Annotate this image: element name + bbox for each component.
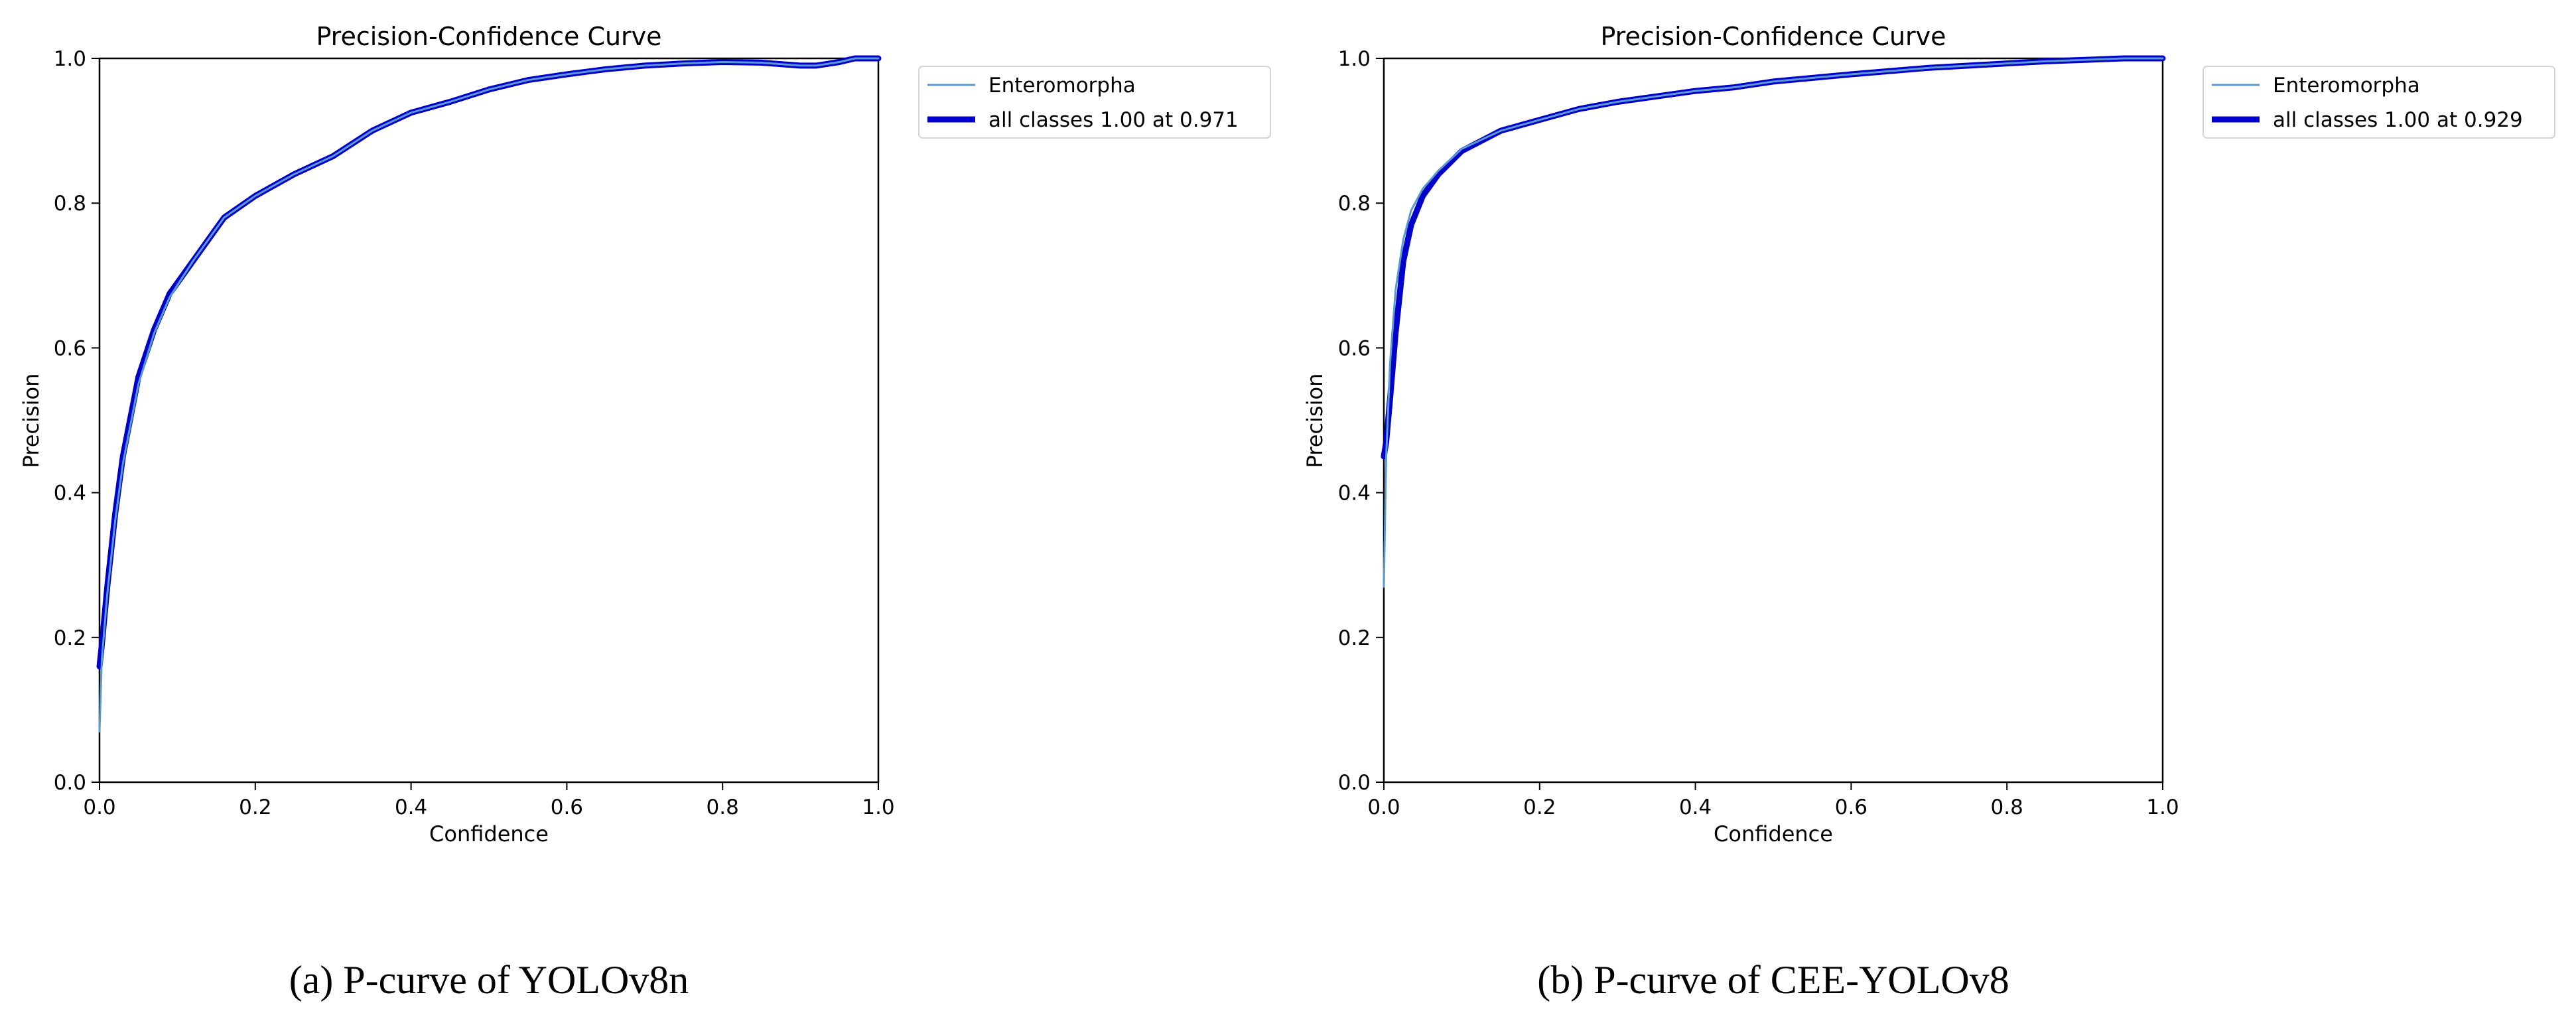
y-axis-label: Precision	[19, 374, 44, 468]
legend: Enteromorpha all classes 1.00 at 0.971	[918, 66, 1271, 139]
plot-area	[98, 57, 880, 784]
x-tick-label: 0.2	[239, 795, 271, 819]
figure-caption: (b) P-curve of CEE-YOLOv8	[1537, 958, 2009, 1002]
plot-area	[1383, 57, 2164, 784]
x-tick-label: 0.4	[395, 795, 427, 819]
y-tick-label: 0.0	[1338, 771, 1371, 795]
y-tick-label: 0.0	[54, 771, 86, 795]
y-tick-label: 1.0	[1338, 47, 1371, 71]
chart-panel-a: Precision-Confidence Curve 0.0 0.2 0.4 0.6 0…	[19, 22, 1271, 1002]
chart-title: Precision-Confidence Curve	[1600, 22, 1946, 51]
x-tick-label: 0.2	[1523, 795, 1556, 819]
legend: Enteromorpha all classes 1.00 at 0.929	[2203, 66, 2555, 139]
legend-box	[2203, 66, 2555, 139]
x-tick-label: 0.6	[1835, 795, 1867, 819]
axis-ticks: 0.0 0.2 0.4 0.6 0.8 1.0 0.0 0.2 0.4 0.6 0.8 1.0	[54, 47, 895, 819]
x-tick-label: 1.0	[2146, 795, 2179, 819]
y-tick-label: 0.8	[54, 192, 86, 216]
x-tick-label: 0.8	[707, 795, 739, 819]
x-tick-label: 0.0	[83, 795, 115, 819]
figure-caption: (a) P-curve of YOLOv8n	[289, 958, 689, 1002]
y-tick-label: 0.4	[54, 482, 86, 506]
series-line-enteromorpha	[98, 57, 880, 733]
plot-lines	[96, 55, 882, 733]
y-tick-label: 0.4	[1338, 482, 1371, 506]
legend-label-all-classes: all classes 1.00 at 0.929	[2273, 108, 2523, 132]
legend-label-all-classes: all classes 1.00 at 0.971	[988, 108, 1239, 132]
chart-panel-b: Precision-Confidence Curve 0.0 0.2 0.4 0.6 0…	[1302, 22, 2555, 1002]
x-tick-label: 0.6	[551, 795, 583, 819]
chart-title: Precision-Confidence Curve	[316, 22, 661, 51]
x-tick-label: 0.8	[1991, 795, 2023, 819]
legend-label-enteromorpha: Enteromorpha	[988, 74, 1136, 98]
plot-lines	[1381, 55, 2166, 588]
y-tick-label: 0.6	[54, 336, 86, 360]
x-axis-label: Confidence	[429, 821, 549, 847]
x-axis-label: Confidence	[1714, 821, 1833, 847]
series-line-enteromorpha	[1383, 57, 2164, 588]
x-tick-label: 0.0	[1367, 795, 1400, 819]
axis-ticks: 0.0 0.2 0.4 0.6 0.8 1.0 0.0 0.2 0.4 0.6 0.8 1.0	[1338, 47, 2179, 819]
y-axis-label: Precision	[1302, 374, 1327, 468]
x-tick-label: 1.0	[862, 795, 894, 819]
x-tick-label: 0.4	[1679, 795, 1712, 819]
y-tick-label: 0.2	[54, 626, 86, 650]
y-tick-label: 0.6	[1338, 336, 1371, 360]
y-tick-label: 0.2	[1338, 626, 1371, 650]
y-tick-label: 0.8	[1338, 192, 1371, 216]
legend-label-enteromorpha: Enteromorpha	[2273, 74, 2420, 98]
legend-box	[918, 66, 1271, 139]
y-tick-label: 1.0	[54, 47, 86, 71]
